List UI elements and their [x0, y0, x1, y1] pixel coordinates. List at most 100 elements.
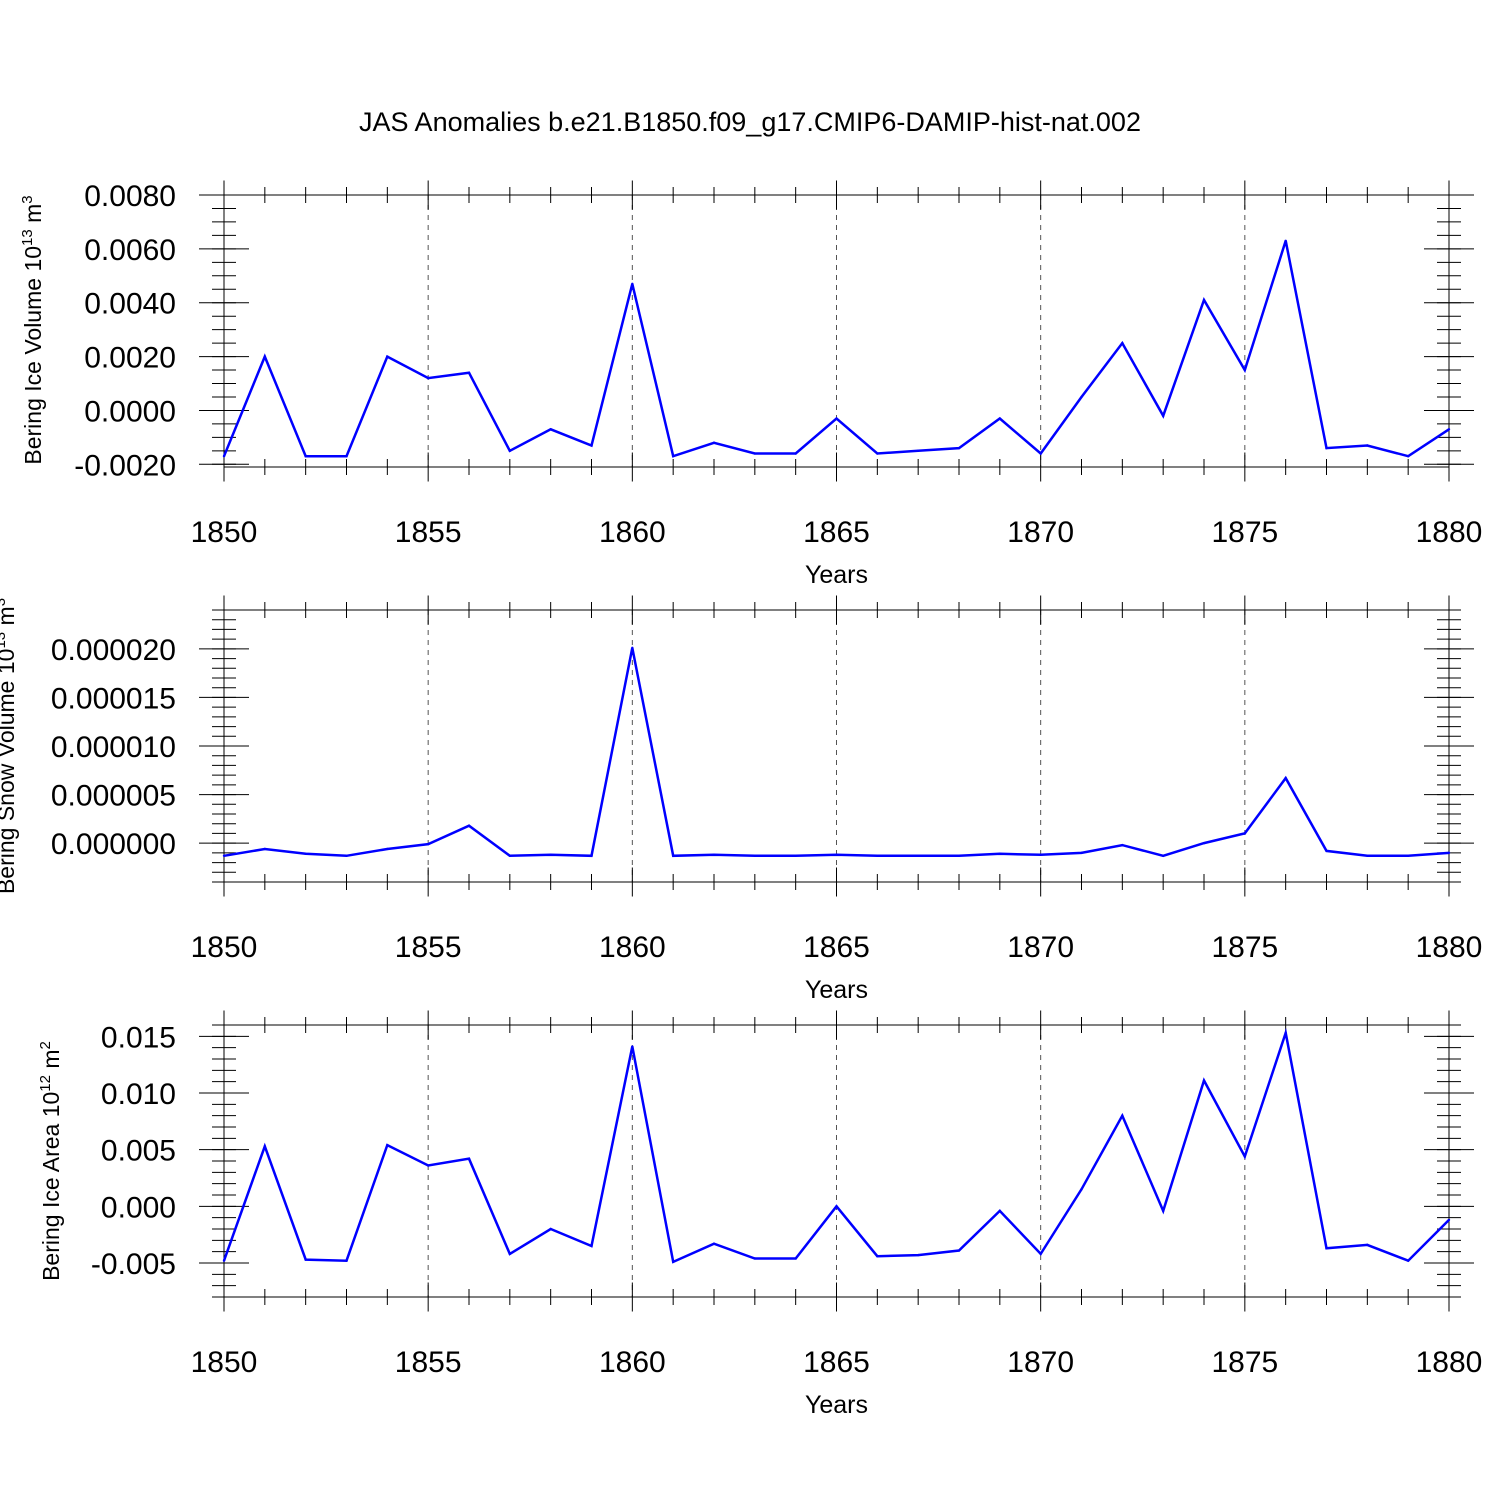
x-tick-label: 1865 — [803, 1346, 870, 1379]
data-point — [1447, 428, 1451, 431]
data-point — [426, 1164, 430, 1167]
panel-ice-volume: Bering Ice Volume 1013 m3 0.0080 0.0060 0.… — [19, 180, 1482, 589]
x-axis-title: Years — [805, 561, 868, 589]
data-point — [1243, 368, 1247, 372]
ylabel-ice-area: Bering Ice Area 1012 m2 — [37, 1041, 64, 1281]
x-tick-label: 1855 — [395, 516, 462, 549]
data-point — [222, 455, 226, 458]
data-point — [590, 854, 593, 857]
data-point — [916, 1253, 920, 1257]
data-point — [794, 452, 797, 455]
ylabel-unit-exp: 3 — [0, 598, 9, 606]
data-point — [1161, 414, 1165, 418]
ylabel-text: Bering Ice Volume 10 — [20, 246, 46, 465]
data-point — [1243, 1155, 1247, 1158]
data-point — [345, 1259, 348, 1262]
data-point — [998, 852, 1002, 856]
x-tick-label: 1850 — [191, 516, 258, 549]
data-point — [712, 441, 716, 444]
ylabel-unit: m — [38, 1049, 64, 1075]
data-point — [467, 824, 471, 827]
ylabel-unit: m — [20, 204, 46, 230]
data-point — [222, 1259, 226, 1262]
data-point — [508, 449, 512, 453]
data-point — [386, 847, 389, 851]
y-tick-label: 0.0080 — [84, 180, 176, 213]
data-point — [1366, 1243, 1369, 1247]
data-point — [386, 1143, 389, 1147]
data-point — [753, 1257, 757, 1260]
figure-title: JAS Anomalies b.e21.B1850.f09_g17.CMIP6-… — [359, 107, 1141, 137]
x-tick-label: 1875 — [1211, 931, 1278, 964]
data-point — [549, 428, 552, 431]
data-point — [671, 455, 675, 458]
data-point — [467, 1157, 471, 1160]
data-point — [631, 646, 634, 650]
y-tick-label: 0.0040 — [84, 288, 176, 321]
x-tick-label: 1880 — [1416, 516, 1483, 549]
data-point — [835, 417, 838, 420]
y-tick-label: 0.010 — [101, 1078, 176, 1111]
data-point — [1406, 1259, 1410, 1262]
data-point — [222, 854, 226, 857]
data-point — [1202, 1079, 1206, 1082]
data-point — [957, 446, 961, 450]
data-point — [1080, 395, 1083, 399]
y-tick-label: -0.0020 — [74, 449, 176, 482]
ylabel-unit: m — [0, 606, 19, 632]
x-axis-title: Years — [805, 976, 868, 1004]
data-point — [345, 854, 348, 857]
x-tick-label: 1880 — [1416, 1346, 1483, 1379]
ylabel-unit-exp: 3 — [19, 195, 36, 203]
data-point — [263, 1145, 267, 1148]
data-point — [345, 455, 348, 458]
data-point — [1202, 841, 1206, 845]
data-point — [1406, 854, 1410, 857]
data-point — [712, 1242, 716, 1245]
data-point — [1366, 854, 1369, 857]
data-point — [1121, 1114, 1124, 1117]
data-point — [467, 371, 471, 374]
data-point — [1325, 446, 1328, 450]
data-point — [1202, 298, 1206, 302]
data-point — [1447, 851, 1451, 855]
data-point — [712, 853, 716, 856]
data-point — [549, 1227, 552, 1231]
data-point — [876, 854, 879, 857]
x-tick-label: 1860 — [599, 516, 666, 549]
data-point — [1366, 444, 1369, 447]
x-tick-label: 1880 — [1416, 931, 1483, 964]
data-point — [1121, 843, 1124, 847]
data-point — [998, 417, 1002, 420]
data-point — [1284, 776, 1287, 780]
data-point — [794, 854, 797, 857]
data-point — [1243, 832, 1247, 835]
data-point — [590, 444, 593, 447]
x-tick-label: 1870 — [1007, 516, 1074, 549]
data-point — [263, 847, 267, 851]
data-point — [631, 1045, 634, 1048]
data-point — [386, 355, 389, 358]
data-point — [753, 452, 757, 455]
data-point — [794, 1257, 797, 1260]
x-tick-label: 1855 — [395, 1346, 462, 1379]
data-point — [1325, 849, 1328, 853]
y-tick-label: 0.000005 — [51, 780, 176, 813]
y-tick-label: 0.000000 — [51, 828, 176, 861]
data-point — [1039, 1252, 1042, 1256]
data-point — [1080, 851, 1083, 855]
data-point — [549, 853, 552, 856]
data-point — [835, 853, 838, 856]
x-tick-label: 1875 — [1211, 516, 1278, 549]
data-point — [631, 282, 634, 286]
data-point — [876, 1255, 879, 1258]
ylabel-exp: 12 — [37, 1075, 54, 1092]
ylabel-text: Bering Snow Volume 10 — [0, 649, 19, 895]
data-point — [876, 452, 879, 455]
data-point — [916, 854, 920, 857]
panel-ice-area: Bering Ice Area 1012 m2 0.015 0.010 0.005 0… — [37, 1010, 1483, 1419]
y-tick-label: 0.000020 — [51, 634, 176, 667]
x-tick-label: 1855 — [395, 931, 462, 964]
y-tick-label: 0.005 — [101, 1135, 176, 1168]
